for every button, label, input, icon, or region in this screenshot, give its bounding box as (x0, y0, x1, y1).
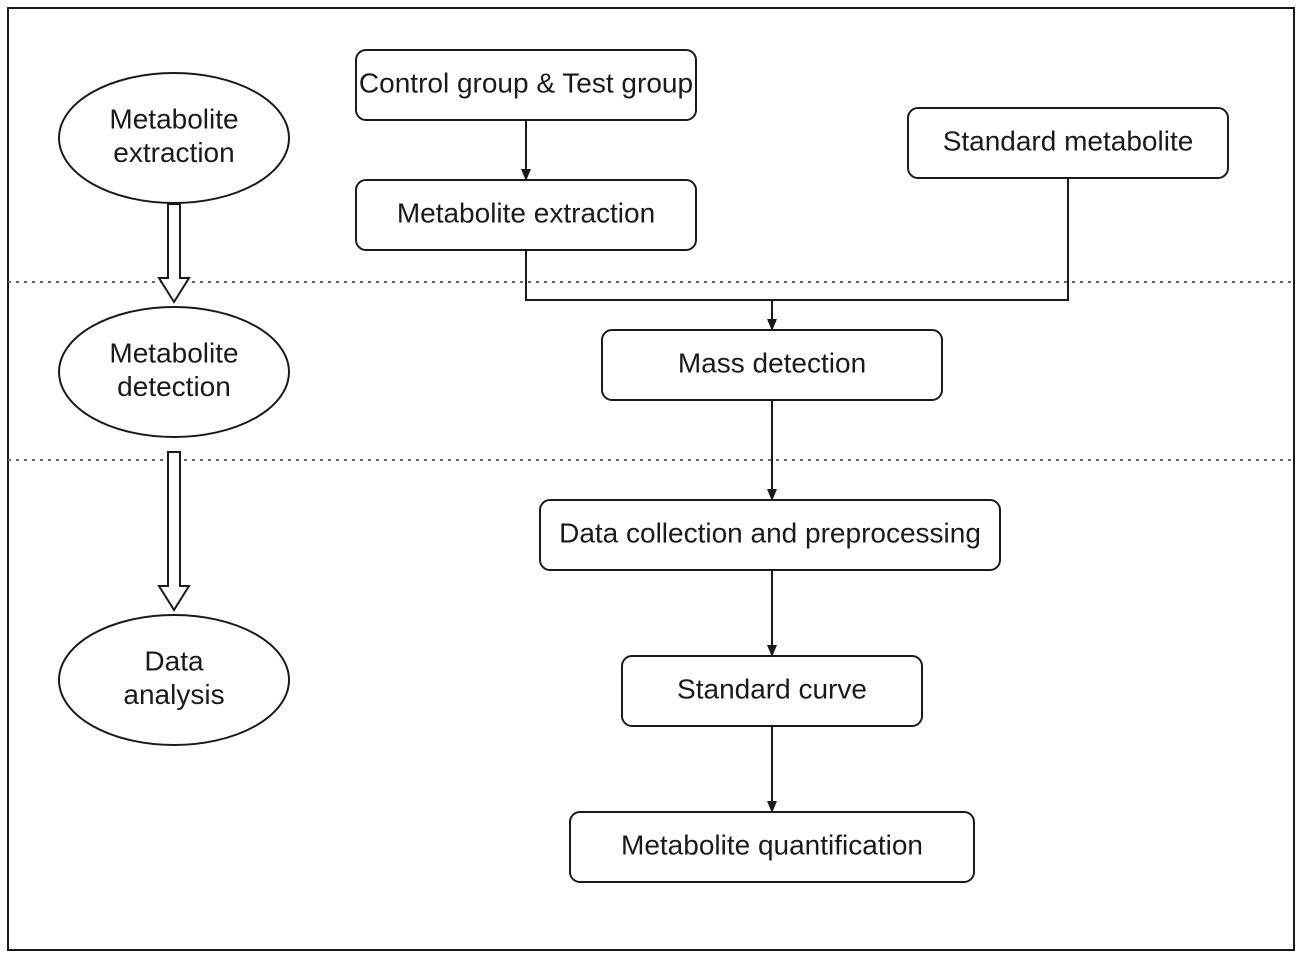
node-label: Mass detection (678, 347, 866, 378)
flow-node-r-collect: Data collection and preprocessing (540, 500, 1000, 570)
node-label: Metabolite quantification (621, 829, 923, 860)
node-label: Standard metabolite (943, 125, 1194, 156)
stage-label: detection (117, 371, 231, 402)
stage-label: analysis (123, 679, 224, 710)
stage-ellipse-e-analysis: Dataanalysis (59, 615, 289, 745)
flowchart-diagram: Control group & Test group Metabolite ext… (0, 0, 1302, 958)
flow-node-r-ext: Metabolite extraction (356, 180, 696, 250)
stage-ellipse-e-detection: Metabolitedetection (59, 307, 289, 437)
node-label: Metabolite extraction (397, 197, 655, 228)
node-label: Data collection and preprocessing (559, 517, 981, 548)
stage-ellipse-e-extraction: Metaboliteextraction (59, 73, 289, 203)
stage-label: Metabolite (109, 104, 238, 135)
flow-node-r-quant: Metabolite quantification (570, 812, 974, 882)
stage-label: Data (144, 646, 204, 677)
flow-node-r-groups: Control group & Test group (356, 50, 696, 120)
stage-label: Metabolite (109, 338, 238, 369)
flow-node-r-curve: Standard curve (622, 656, 922, 726)
flow-node-r-standard: Standard metabolite (908, 108, 1228, 178)
flow-node-r-mass: Mass detection (602, 330, 942, 400)
node-label: Control group & Test group (359, 67, 693, 98)
node-label: Standard curve (677, 673, 867, 704)
stage-label: extraction (113, 137, 234, 168)
